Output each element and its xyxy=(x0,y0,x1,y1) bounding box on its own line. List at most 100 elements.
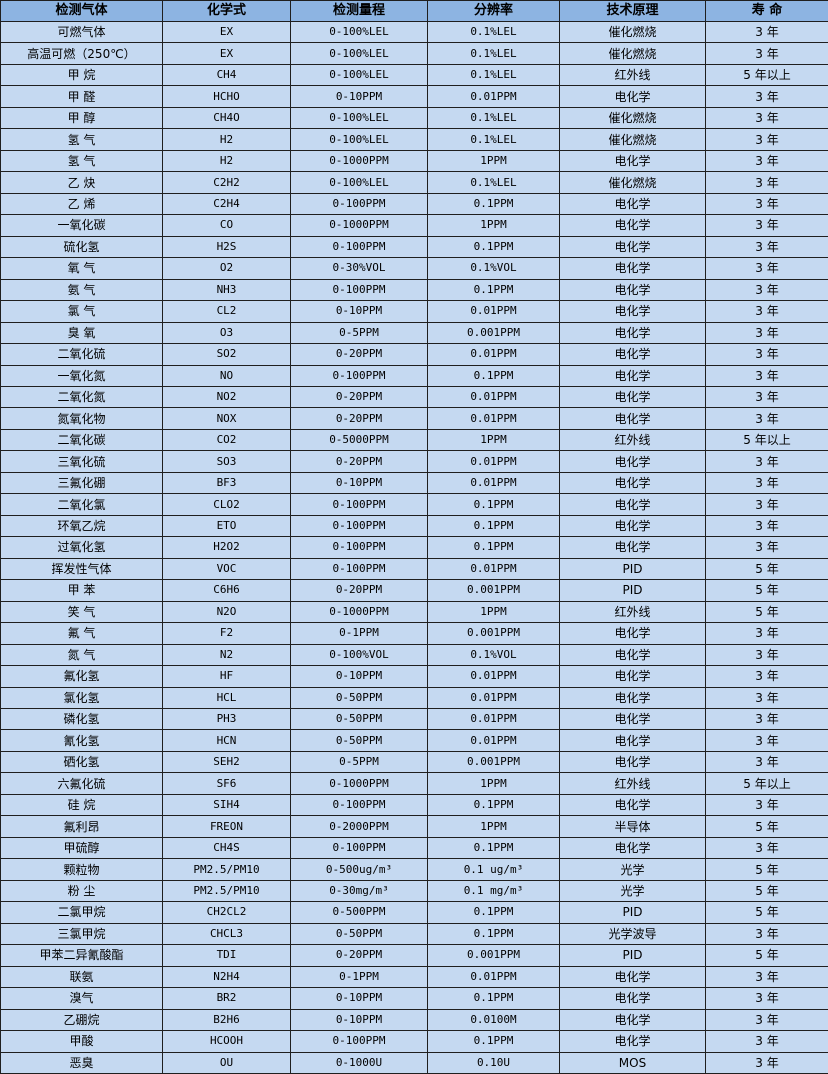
resolution-cell: 0.01PPM xyxy=(427,407,560,430)
principle-cell: 电化学 xyxy=(559,643,706,667)
lifetime-cell: 3 年 xyxy=(705,407,828,430)
header-row: 检测气体 化学式 检测量程 分辨率 技术原理 寿 命 xyxy=(0,0,828,22)
principle-cell: 电化学 xyxy=(559,471,706,495)
header-gas: 检测气体 xyxy=(0,0,163,22)
resolution-cell: 1PPM xyxy=(427,815,560,838)
gas-name-cell: 臭 氧 xyxy=(0,321,163,345)
lifetime-cell: 5 年 xyxy=(705,901,828,924)
lifetime-cell: 3 年 xyxy=(705,106,828,130)
formula-cell: N2H4 xyxy=(162,965,291,989)
table-row: 甲 苯 C6H6 0-20PPM 0.001PPM PID 5 年 xyxy=(0,579,828,602)
lifetime-cell: 3 年 xyxy=(705,192,828,216)
range-cell: 0-50PPM xyxy=(290,922,428,946)
gas-name-cell: 三氯甲烷 xyxy=(0,922,163,946)
lifetime-cell: 3 年 xyxy=(705,471,828,495)
lifetime-cell: 5 年 xyxy=(705,557,828,581)
resolution-cell: 0.01PPM xyxy=(427,965,560,989)
range-cell: 0-1000PPM xyxy=(290,600,428,624)
lifetime-cell: 3 年 xyxy=(705,686,828,710)
lifetime-cell: 3 年 xyxy=(705,235,828,259)
resolution-cell: 0.01PPM xyxy=(427,665,560,688)
principle-cell: 电化学 xyxy=(559,343,706,366)
gas-name-cell: 氟利昂 xyxy=(0,815,163,838)
table-row: 磷化氢 PH3 0-50PPM 0.01PPM 电化学 3 年 xyxy=(0,707,828,731)
table-row: 氯 气 CL2 0-10PPM 0.01PPM 电化学 3 年 xyxy=(0,300,828,323)
lifetime-cell: 5 年 xyxy=(705,879,828,903)
formula-cell: EX xyxy=(162,42,291,65)
range-cell: 0-100PPM xyxy=(290,793,428,817)
lifetime-cell: 3 年 xyxy=(705,793,828,817)
principle-cell: 电化学 xyxy=(559,665,706,688)
gas-name-cell: 氢 气 xyxy=(0,128,163,151)
principle-cell: 电化学 xyxy=(559,707,706,731)
lifetime-cell: 3 年 xyxy=(705,536,828,559)
formula-cell: C2H2 xyxy=(162,171,291,194)
principle-cell: 电化学 xyxy=(559,836,706,860)
range-cell: 0-100PPM xyxy=(290,557,428,581)
principle-cell: 电化学 xyxy=(559,750,706,774)
formula-cell: ETO xyxy=(162,514,291,538)
range-cell: 0-100%LEL xyxy=(290,20,428,44)
resolution-cell: 0.1 ug/m³ xyxy=(427,858,560,881)
table-row: 氨 气 NH3 0-100PPM 0.1PPM 电化学 3 年 xyxy=(0,278,828,302)
header-formula: 化学式 xyxy=(162,0,291,22)
table-row: 硅 烷 SIH4 0-100PPM 0.1PPM 电化学 3 年 xyxy=(0,793,828,817)
principle-cell: 电化学 xyxy=(559,321,706,345)
range-cell: 0-100PPM xyxy=(290,836,428,860)
lifetime-cell: 5 年以上 xyxy=(705,772,828,795)
principle-cell: 催化燃烧 xyxy=(559,171,706,194)
principle-cell: 电化学 xyxy=(559,214,706,237)
gas-name-cell: 硫化氢 xyxy=(0,235,163,259)
gas-name-cell: 甲 苯 xyxy=(0,579,163,602)
formula-cell: C6H6 xyxy=(162,579,291,602)
lifetime-cell: 3 年 xyxy=(705,922,828,946)
table-row: 二氯甲烷 CH2CL2 0-500PPM 0.1PPM PID 5 年 xyxy=(0,901,828,924)
range-cell: 0-100PPM xyxy=(290,235,428,259)
range-cell: 0-2000PPM xyxy=(290,815,428,838)
formula-cell: NO xyxy=(162,364,291,387)
lifetime-cell: 5 年以上 xyxy=(705,428,828,452)
range-cell: 0-100PPM xyxy=(290,493,428,516)
table-row: 甲硫醇 CH4S 0-100PPM 0.1PPM 电化学 3 年 xyxy=(0,836,828,860)
range-cell: 0-500PPM xyxy=(290,901,428,924)
principle-cell: 电化学 xyxy=(559,686,706,710)
gas-name-cell: 磷化氢 xyxy=(0,707,163,731)
gas-name-cell: 二氧化硫 xyxy=(0,343,163,366)
principle-cell: 电化学 xyxy=(559,235,706,259)
range-cell: 0-100%VOL xyxy=(290,643,428,667)
table-row: 环氧乙烷 ETO 0-100PPM 0.1PPM 电化学 3 年 xyxy=(0,514,828,538)
formula-cell: NO2 xyxy=(162,385,291,409)
formula-cell: CL2 xyxy=(162,300,291,323)
lifetime-cell: 3 年 xyxy=(705,643,828,667)
principle-cell: PID xyxy=(559,944,706,967)
table-row: 一氧化氮 NO 0-100PPM 0.1PPM 电化学 3 年 xyxy=(0,364,828,387)
formula-cell: F2 xyxy=(162,622,291,645)
resolution-cell: 0.01PPM xyxy=(427,385,560,409)
gas-name-cell: 笑 气 xyxy=(0,600,163,624)
table-row: 氢 气 H2 0-1000PPM 1PPM 电化学 3 年 xyxy=(0,149,828,173)
formula-cell: N2 xyxy=(162,643,291,667)
table-row: 过氧化氢 H2O2 0-100PPM 0.1PPM 电化学 3 年 xyxy=(0,536,828,559)
principle-cell: 光学波导 xyxy=(559,922,706,946)
formula-cell: O2 xyxy=(162,257,291,280)
formula-cell: PM2.5/PM10 xyxy=(162,879,291,903)
principle-cell: 电化学 xyxy=(559,793,706,817)
resolution-cell: 1PPM xyxy=(427,772,560,795)
gas-name-cell: 恶臭 xyxy=(0,1051,163,1074)
range-cell: 0-100%LEL xyxy=(290,42,428,65)
lifetime-cell: 3 年 xyxy=(705,729,828,752)
table-row: 挥发性气体 VOC 0-100PPM 0.01PPM PID 5 年 xyxy=(0,557,828,581)
gas-name-cell: 溴气 xyxy=(0,987,163,1010)
formula-cell: HF xyxy=(162,665,291,688)
formula-cell: CH4 xyxy=(162,63,291,87)
resolution-cell: 0.1%LEL xyxy=(427,42,560,65)
formula-cell: NH3 xyxy=(162,278,291,302)
table-row: 乙硼烷 B2H6 0-10PPM 0.0100M 电化学 3 年 xyxy=(0,1008,828,1032)
range-cell: 0-10PPM xyxy=(290,85,428,108)
range-cell: 0-50PPM xyxy=(290,707,428,731)
gas-name-cell: 硅 烷 xyxy=(0,793,163,817)
header-range: 检测量程 xyxy=(290,0,428,22)
gas-name-cell: 氟化氢 xyxy=(0,665,163,688)
lifetime-cell: 3 年 xyxy=(705,257,828,280)
resolution-cell: 0.1PPM xyxy=(427,364,560,387)
